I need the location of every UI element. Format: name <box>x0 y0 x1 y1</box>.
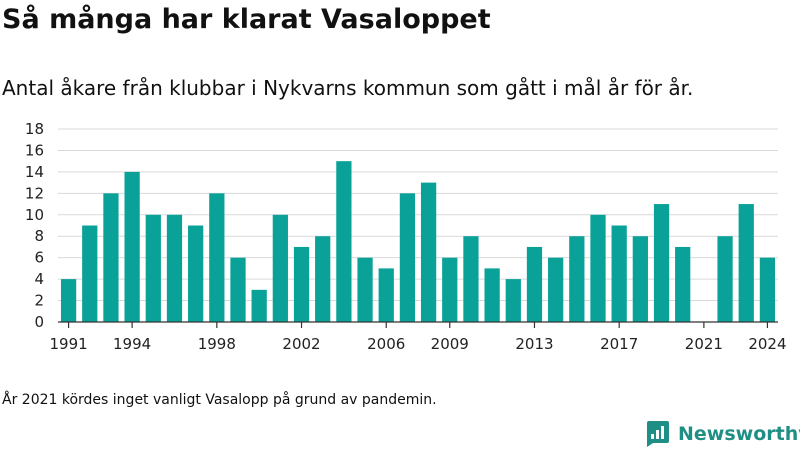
bar-2019 <box>653 204 670 322</box>
bar-2023 <box>738 204 754 322</box>
bar-2015 <box>569 236 585 322</box>
bar-2014 <box>548 257 564 322</box>
x-tick-label: 2013 <box>515 335 553 353</box>
tick-labels: 0 2 4 6 8 10 12 14 16 18 1991 1994 1998 2002 2006 2009 2… <box>25 120 787 353</box>
bar-2000 <box>251 289 267 322</box>
y-tick-label: 12 <box>25 184 44 202</box>
chart-title: Så många har klarat Vasaloppet <box>2 4 491 35</box>
bar-2003 <box>315 236 331 322</box>
bar-1995 <box>145 214 161 322</box>
y-tick-label: 16 <box>25 141 44 159</box>
bar-2001 <box>272 214 288 322</box>
bar-2013 <box>526 246 543 322</box>
bar-2007 <box>399 193 416 322</box>
bar-2009 <box>442 257 458 322</box>
y-tick-label: 4 <box>34 270 44 288</box>
bar-2012 <box>505 279 521 322</box>
bar-1996 <box>166 214 183 322</box>
bar-2005 <box>357 257 373 322</box>
x-tick-label: 2009 <box>431 335 469 353</box>
x-tick-label: 1994 <box>113 335 151 353</box>
y-tick-label: 10 <box>25 206 44 224</box>
bars <box>60 161 776 322</box>
bar-2018 <box>632 236 648 322</box>
chart-subtitle: Antal åkare från klubbar i Nykvarns komm… <box>2 76 694 100</box>
bar-2022 <box>717 236 733 322</box>
y-tick-label: 2 <box>34 292 44 310</box>
x-tick-label: 2002 <box>282 335 320 353</box>
newsworthy-logo-icon <box>647 421 669 447</box>
y-tick-label: 8 <box>34 227 44 245</box>
bar-1991 <box>60 279 77 322</box>
bar-1993 <box>103 193 119 322</box>
bar-2017 <box>611 225 627 322</box>
y-tick-label: 0 <box>34 313 44 331</box>
bar-2004 <box>336 161 352 322</box>
brand-name: Newsworthy <box>678 423 800 445</box>
bar-2016 <box>590 214 606 322</box>
footnote: År 2021 kördes inget vanligt Vasalopp på… <box>2 392 437 408</box>
y-tick-label: 6 <box>34 249 44 267</box>
bar-2006 <box>378 268 394 322</box>
bar-2010 <box>463 236 479 322</box>
bar-1997 <box>188 225 204 322</box>
bar-2002 <box>293 246 310 322</box>
brand-logo: Newsworthy <box>644 419 800 449</box>
bar-2024 <box>759 257 776 322</box>
x-tick-label: 1991 <box>49 335 87 353</box>
axes <box>58 321 778 328</box>
bar-2020 <box>675 246 691 322</box>
x-tick-label: 2021 <box>685 335 723 353</box>
x-tick-label: 2017 <box>600 335 638 353</box>
x-tick-label: 2006 <box>367 335 405 353</box>
bar-1992 <box>82 225 98 322</box>
bar-1999 <box>230 257 246 322</box>
bar-2011 <box>484 268 500 322</box>
y-tick-label: 14 <box>25 163 44 181</box>
x-tick-label: 2024 <box>748 335 786 353</box>
y-tick-label: 18 <box>25 120 44 138</box>
x-tick-label: 1998 <box>198 335 236 353</box>
bar-1994 <box>124 171 140 322</box>
bar-2008 <box>420 182 437 322</box>
grid-lines <box>58 128 778 302</box>
bar-1998 <box>209 193 225 322</box>
